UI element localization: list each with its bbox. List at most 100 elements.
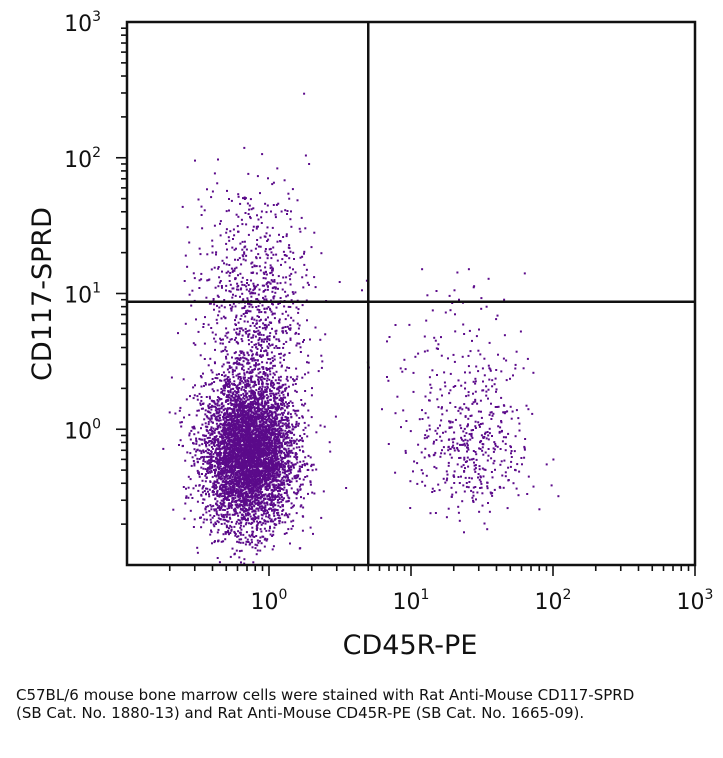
data-point <box>239 438 242 441</box>
data-point <box>265 435 268 438</box>
data-point <box>240 516 243 519</box>
data-point <box>209 533 212 536</box>
data-point <box>267 488 270 491</box>
data-point <box>329 450 332 453</box>
data-point <box>236 414 239 417</box>
data-point <box>240 469 243 472</box>
data-point <box>264 467 267 470</box>
data-point <box>249 397 252 400</box>
data-point <box>201 491 204 494</box>
data-point <box>272 498 275 501</box>
data-point <box>258 501 261 504</box>
data-point <box>290 468 293 471</box>
data-point <box>230 451 232 454</box>
data-point <box>278 470 281 473</box>
data-point <box>234 483 237 485</box>
data-point <box>260 542 263 545</box>
data-point <box>253 509 256 512</box>
data-point <box>220 505 223 508</box>
data-point <box>259 470 262 473</box>
data-point <box>273 479 276 482</box>
data-point <box>247 477 250 480</box>
data-point <box>253 394 256 396</box>
data-point <box>208 510 211 513</box>
data-point <box>246 398 249 401</box>
data-point <box>204 450 207 453</box>
data-point <box>230 480 233 483</box>
data-point <box>222 409 225 412</box>
data-point <box>241 407 244 410</box>
data-point <box>225 472 228 474</box>
data-point <box>236 540 239 543</box>
data-point <box>274 472 276 475</box>
data-point <box>245 426 248 429</box>
data-point <box>222 349 225 352</box>
data-point <box>252 420 255 423</box>
data-point <box>301 464 304 466</box>
data-point <box>227 446 229 449</box>
data-point <box>265 502 268 504</box>
data-point <box>232 485 235 488</box>
data-point <box>224 469 227 472</box>
data-point <box>259 481 262 484</box>
data-point <box>283 483 286 486</box>
data-point <box>223 412 226 415</box>
data-point <box>233 553 236 556</box>
data-point <box>268 476 270 479</box>
data-point <box>263 520 266 523</box>
data-point <box>284 409 286 412</box>
data-point <box>238 429 241 432</box>
data-point <box>194 484 197 487</box>
data-point <box>210 508 213 511</box>
data-point <box>241 462 244 465</box>
data-point <box>256 451 259 454</box>
data-point <box>277 492 280 495</box>
data-point <box>214 472 216 475</box>
data-point <box>225 432 228 435</box>
data-point <box>219 444 222 447</box>
data-point <box>237 496 240 499</box>
data-point <box>275 523 278 526</box>
data-point <box>272 404 274 407</box>
data-point <box>206 442 209 444</box>
data-point <box>232 417 235 420</box>
data-point <box>211 516 214 519</box>
data-point <box>283 404 286 407</box>
data-point <box>213 437 216 439</box>
data-point <box>268 442 271 445</box>
data-point <box>207 472 210 474</box>
data-point <box>193 462 196 465</box>
data-point <box>252 449 255 452</box>
data-point <box>216 495 219 497</box>
data-point <box>271 432 274 435</box>
data-point <box>211 466 214 469</box>
data-point <box>251 456 254 458</box>
data-point <box>273 474 276 477</box>
data-point <box>276 466 279 469</box>
data-point <box>225 479 228 482</box>
data-point <box>249 465 252 468</box>
data-point <box>247 455 250 458</box>
data-point <box>277 446 279 449</box>
data-point <box>227 433 230 436</box>
data-point <box>286 441 289 444</box>
data-point <box>267 498 270 501</box>
data-point <box>185 496 188 499</box>
data-point <box>224 446 227 449</box>
data-point <box>247 541 250 543</box>
data-point <box>217 506 220 509</box>
data-point <box>245 473 247 476</box>
data-point <box>243 373 246 376</box>
data-point <box>239 497 242 500</box>
data-point <box>265 489 268 491</box>
data-point <box>229 397 232 400</box>
data-point <box>222 514 225 516</box>
data-point <box>240 418 242 421</box>
data-point <box>293 379 296 382</box>
data-point <box>233 468 236 471</box>
data-point <box>192 460 195 462</box>
data-point <box>241 485 244 488</box>
data-point <box>253 402 256 405</box>
data-point <box>271 407 274 410</box>
data-point <box>266 455 269 457</box>
